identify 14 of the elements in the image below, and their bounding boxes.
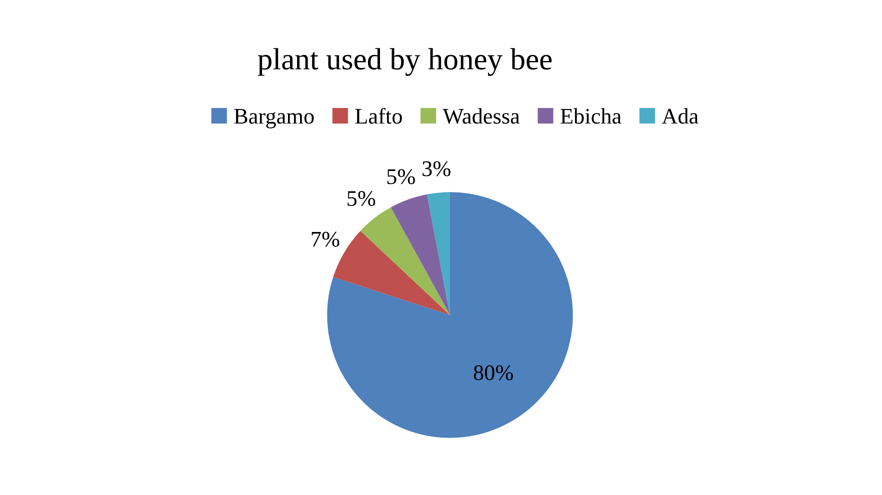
data-label: 3% — [422, 161, 450, 176]
legend-label: Lafto — [355, 108, 402, 124]
data-label: 5% — [387, 169, 415, 184]
data-label: 5% — [348, 191, 376, 206]
legend-label: Ada — [662, 108, 698, 124]
legend-label: Wadessa — [442, 108, 520, 124]
pie-slice — [360, 207, 450, 315]
data-label: 7% — [312, 232, 340, 247]
legend-label: Ebicha — [560, 108, 622, 124]
data-label: 80% — [474, 365, 513, 380]
pie-slice — [426, 192, 450, 315]
legend-label: Bargamo — [234, 109, 314, 128]
pie-slice — [390, 194, 450, 315]
chart-title: plant used by honey bee — [258, 48, 552, 76]
